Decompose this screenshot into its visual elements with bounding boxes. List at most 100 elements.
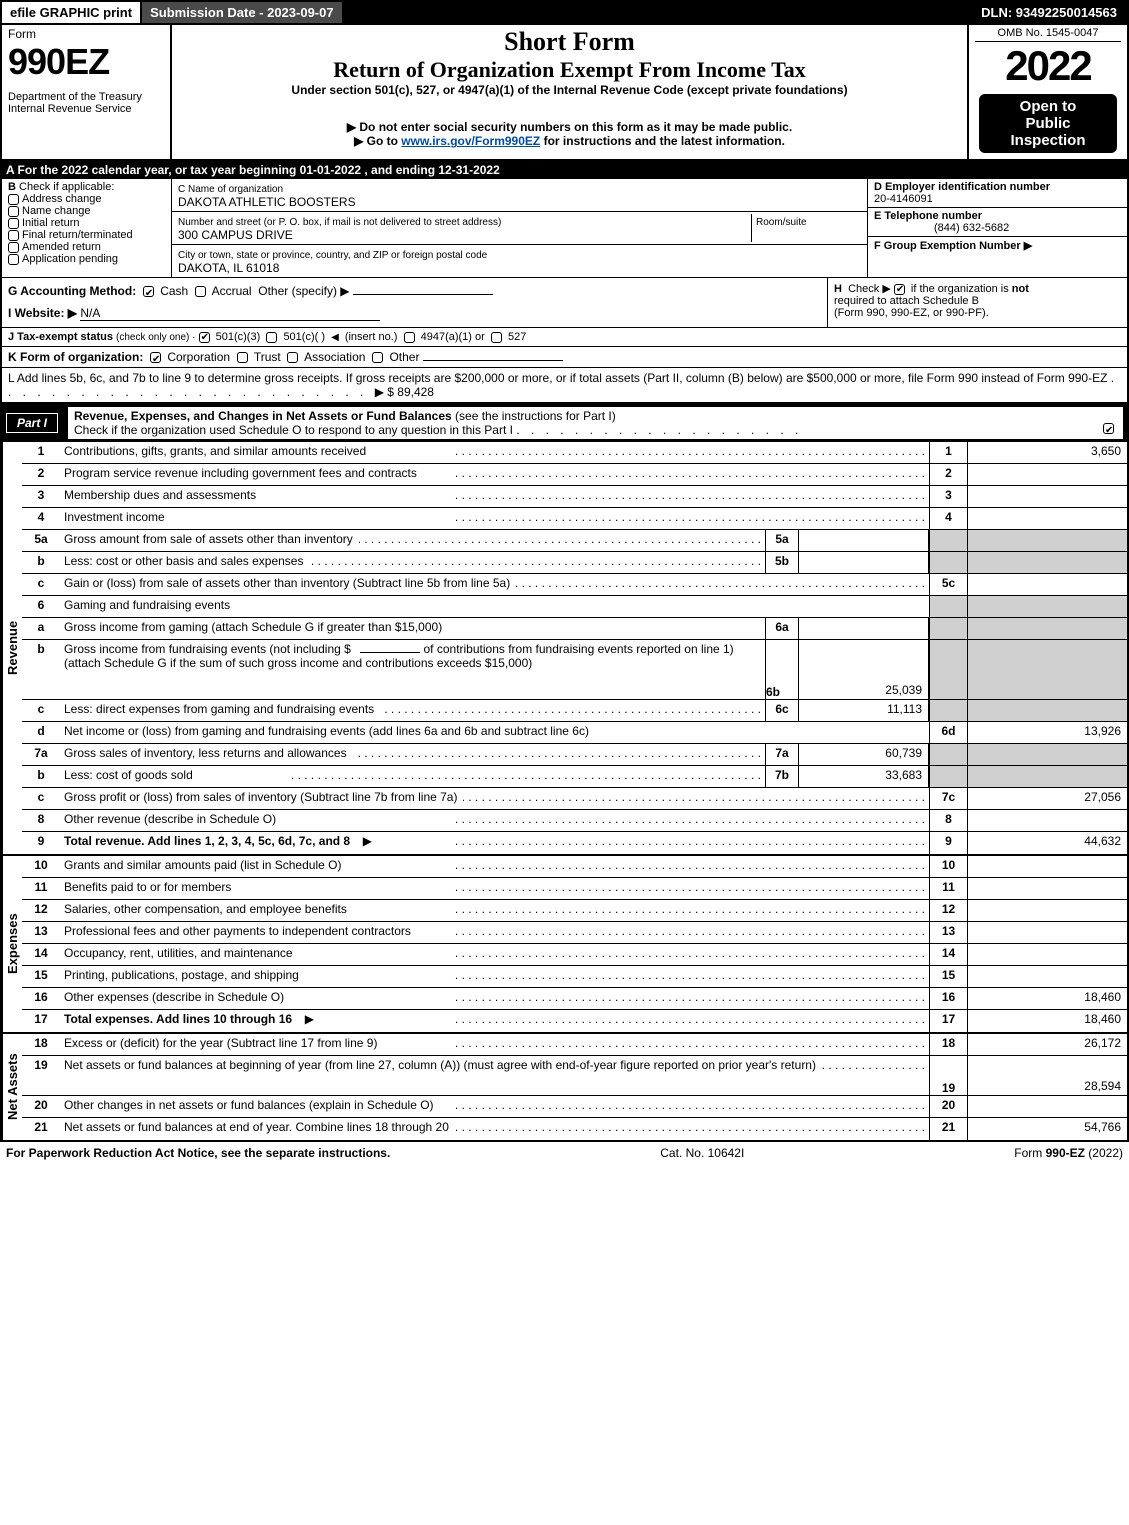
l5b-rno xyxy=(929,552,967,573)
netassets-vlabel: Net Assets xyxy=(2,1034,22,1140)
checkbox-accrual[interactable] xyxy=(195,286,206,297)
l19-no: 19 xyxy=(22,1056,60,1095)
part-i-title: Revenue, Expenses, and Changes in Net As… xyxy=(74,409,452,423)
part-i-tag: Part I xyxy=(6,413,58,433)
checkbox-address-change[interactable] xyxy=(8,194,19,205)
cb-label-0: Address change xyxy=(22,193,102,205)
l17-desc: Total expenses. Add lines 10 through 16 xyxy=(64,1012,298,1026)
cb-label-4: Amended return xyxy=(22,241,101,253)
opt-other: Other xyxy=(389,350,419,364)
l20-rno: 20 xyxy=(929,1096,967,1117)
l12-no: 12 xyxy=(22,900,60,921)
l7c-val: 27,056 xyxy=(967,788,1127,809)
line-k-label: K Form of organization: xyxy=(8,350,143,364)
l10-val xyxy=(967,856,1127,877)
l7b-mno: 7b xyxy=(765,766,799,787)
l18-rno: 18 xyxy=(929,1034,967,1055)
l19-rno: 19 xyxy=(929,1056,967,1095)
line-h-not: not xyxy=(1012,283,1029,295)
checkbox-application-pending[interactable] xyxy=(8,254,19,265)
expenses-vlabel: Expenses xyxy=(2,856,22,1032)
l2-no: 2 xyxy=(22,464,60,485)
l16-desc: Other expenses (describe in Schedule O) xyxy=(64,990,290,1004)
cash-label: Cash xyxy=(160,284,188,298)
l6-no: 6 xyxy=(22,596,60,617)
l6-desc: Gaming and fundraising events xyxy=(64,598,236,612)
efile-label[interactable]: efile GRAPHIC print xyxy=(2,2,142,23)
opt-501c: 501(c)( ) xyxy=(283,331,325,343)
l6b-blank[interactable] xyxy=(360,652,420,653)
l12-desc: Salaries, other compensation, and employ… xyxy=(64,902,353,916)
l6b-no: b xyxy=(22,640,60,699)
l6a-mno: 6a xyxy=(765,618,799,639)
dln-number: DLN: 93492250014563 xyxy=(973,2,1127,23)
l1-desc: Contributions, gifts, grants, and simila… xyxy=(64,444,372,458)
checkbox-527[interactable] xyxy=(491,332,502,343)
l11-no: 11 xyxy=(22,878,60,899)
l20-no: 20 xyxy=(22,1096,60,1117)
irs-link[interactable]: www.irs.gov/Form990EZ xyxy=(401,134,540,148)
checkbox-4947[interactable] xyxy=(404,332,415,343)
l7a-mno: 7a xyxy=(765,744,799,765)
l5c-desc: Gain or (loss) from sale of assets other… xyxy=(64,576,516,590)
topbar: efile GRAPHIC print Submission Date - 20… xyxy=(0,0,1129,25)
checkbox-trust[interactable] xyxy=(237,352,248,363)
line-a-tax-year: A For the 2022 calendar year, or tax yea… xyxy=(0,161,1129,179)
box-def: D Employer identification number 20-4146… xyxy=(867,179,1127,277)
box-b-label: Check if applicable: xyxy=(19,181,114,193)
phone-value: (844) 632-5682 xyxy=(874,222,1009,234)
line-h-text4: (Form 990, 990-EZ, or 990-PF). xyxy=(834,307,989,319)
checkbox-schedule-b[interactable] xyxy=(894,284,905,295)
checkbox-amended-return[interactable] xyxy=(8,242,19,253)
checkbox-other-org[interactable] xyxy=(372,352,383,363)
l7b-rval xyxy=(967,766,1127,787)
open-line1: Open to xyxy=(983,98,1113,115)
footer-left: For Paperwork Reduction Act Notice, see … xyxy=(6,1146,390,1160)
checkbox-final-return[interactable] xyxy=(8,230,19,241)
form-label: Form xyxy=(8,27,164,41)
box-b-letter: B xyxy=(8,181,16,193)
line-i-label: I Website: ▶ xyxy=(8,306,77,320)
l6b-rno xyxy=(929,640,967,699)
checkbox-corporation[interactable] xyxy=(150,352,161,363)
l10-no: 10 xyxy=(22,856,60,877)
other-org-field[interactable] xyxy=(423,360,563,361)
tax-year: 2022 xyxy=(975,42,1121,90)
dept-irs: Internal Revenue Service xyxy=(8,103,164,115)
checkbox-501c[interactable] xyxy=(266,332,277,343)
part-i-header: Part I Revenue, Expenses, and Changes in… xyxy=(0,404,1129,442)
checkbox-schedule-o[interactable] xyxy=(1103,423,1114,434)
checkbox-name-change[interactable] xyxy=(8,206,19,217)
l6b-desc1: Gross income from fundraising events (no… xyxy=(64,642,357,656)
org-name: DAKOTA ATHLETIC BOOSTERS xyxy=(178,195,356,209)
website-value: N/A xyxy=(80,306,380,321)
line-l-text: L Add lines 5b, 6c, and 7b to line 9 to … xyxy=(8,371,1107,385)
checkbox-501c3[interactable] xyxy=(199,332,210,343)
group-exemption-label: F Group Exemption Number ▶ xyxy=(874,240,1032,252)
other-specify-field[interactable] xyxy=(353,294,493,295)
subtitle: Under section 501(c), 527, or 4947(a)(1)… xyxy=(178,83,961,97)
cb-label-2: Initial return xyxy=(22,217,79,229)
l4-val xyxy=(967,508,1127,529)
l8-desc: Other revenue (describe in Schedule O) xyxy=(64,812,282,826)
l11-val xyxy=(967,878,1127,899)
l6a-desc: Gross income from gaming (attach Schedul… xyxy=(64,620,448,634)
l1-no: 1 xyxy=(22,442,60,463)
checkbox-association[interactable] xyxy=(287,352,298,363)
l7c-rno: 7c xyxy=(929,788,967,809)
l6a-rno xyxy=(929,618,967,639)
footer-right-post: (2022) xyxy=(1085,1146,1123,1160)
l5b-mno: 5b xyxy=(765,552,799,573)
title-return: Return of Organization Exempt From Incom… xyxy=(178,57,961,83)
ein-label: D Employer identification number xyxy=(874,181,1050,193)
l1-val: 3,650 xyxy=(967,442,1127,463)
l5b-desc: Less: cost or other basis and sales expe… xyxy=(64,554,309,568)
checkbox-initial-return[interactable] xyxy=(8,218,19,229)
opt-corp: Corporation xyxy=(167,350,230,364)
l5a-rval xyxy=(967,530,1127,551)
checkbox-cash[interactable] xyxy=(143,286,154,297)
info-grid: B Check if applicable: Address change Na… xyxy=(2,179,1127,278)
l7b-rno xyxy=(929,766,967,787)
addr-label: Number and street (or P. O. box, if mail… xyxy=(178,217,501,228)
l7b-desc: Less: cost of goods sold xyxy=(64,768,199,782)
